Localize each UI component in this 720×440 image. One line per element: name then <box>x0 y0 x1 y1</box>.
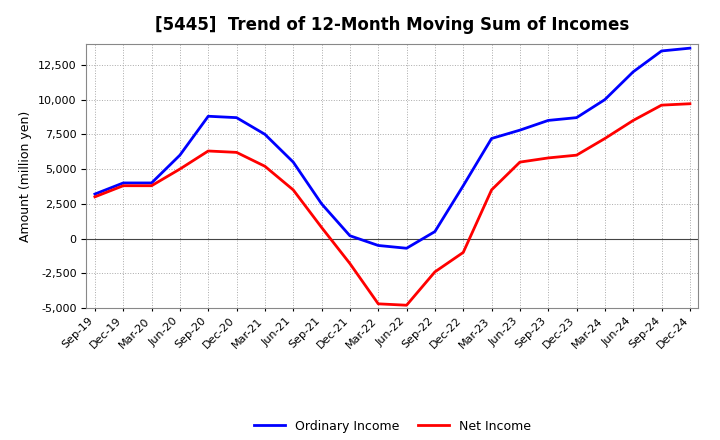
Ordinary Income <box>600 97 609 102</box>
Line: Net Income: Net Income <box>95 104 690 305</box>
Ordinary Income <box>459 183 467 188</box>
Ordinary Income <box>176 153 184 158</box>
Ordinary Income <box>289 159 297 165</box>
Net Income <box>402 303 411 308</box>
Net Income <box>629 118 637 123</box>
Ordinary Income <box>374 243 382 248</box>
Ordinary Income <box>233 115 241 120</box>
Ordinary Income <box>657 48 666 54</box>
Net Income <box>600 136 609 141</box>
Ordinary Income <box>91 191 99 197</box>
Ordinary Income <box>685 45 694 51</box>
Ordinary Income <box>119 180 127 186</box>
Net Income <box>572 153 581 158</box>
Line: Ordinary Income: Ordinary Income <box>95 48 690 248</box>
Net Income <box>544 155 552 161</box>
Net Income <box>516 159 524 165</box>
Ordinary Income <box>318 201 326 206</box>
Ordinary Income <box>402 246 411 251</box>
Ordinary Income <box>516 128 524 133</box>
Net Income <box>459 250 467 255</box>
Net Income <box>289 187 297 193</box>
Net Income <box>91 194 99 199</box>
Net Income <box>261 164 269 169</box>
Title: [5445]  Trend of 12-Month Moving Sum of Incomes: [5445] Trend of 12-Month Moving Sum of I… <box>156 16 629 34</box>
Net Income <box>233 150 241 155</box>
Ordinary Income <box>346 233 354 238</box>
Net Income <box>148 183 156 188</box>
Net Income <box>318 225 326 230</box>
Net Income <box>657 103 666 108</box>
Ordinary Income <box>261 132 269 137</box>
Ordinary Income <box>204 114 212 119</box>
Ordinary Income <box>572 115 581 120</box>
Net Income <box>346 261 354 266</box>
Ordinary Income <box>544 118 552 123</box>
Legend: Ordinary Income, Net Income: Ordinary Income, Net Income <box>248 414 536 437</box>
Ordinary Income <box>431 229 439 234</box>
Net Income <box>487 187 496 193</box>
Y-axis label: Amount (million yen): Amount (million yen) <box>19 110 32 242</box>
Ordinary Income <box>487 136 496 141</box>
Net Income <box>374 301 382 307</box>
Ordinary Income <box>629 69 637 74</box>
Ordinary Income <box>148 180 156 186</box>
Net Income <box>431 269 439 275</box>
Net Income <box>204 148 212 154</box>
Net Income <box>685 101 694 106</box>
Net Income <box>176 166 184 172</box>
Net Income <box>119 183 127 188</box>
